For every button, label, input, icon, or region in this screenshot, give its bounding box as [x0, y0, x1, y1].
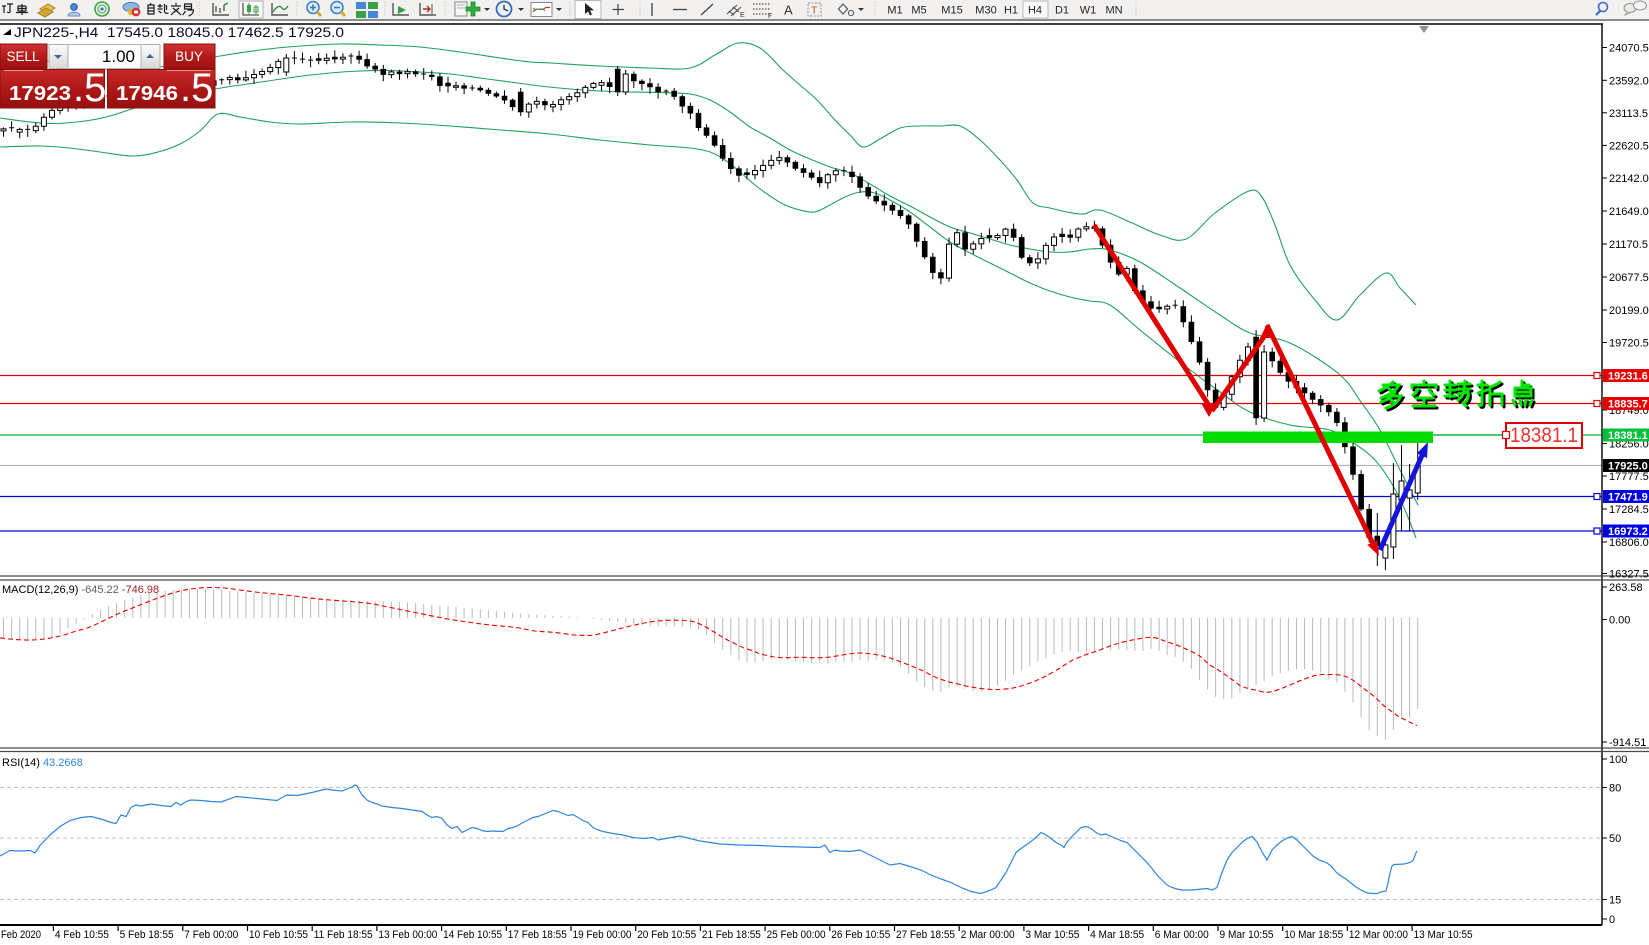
- svg-text:23592.0: 23592.0: [1609, 75, 1649, 87]
- svg-text:A: A: [784, 3, 793, 18]
- svg-text:17946: 17946: [116, 83, 178, 105]
- svg-text:MACD(12,26,9) -645.22 -746.98: MACD(12,26,9) -645.22 -746.98: [2, 584, 159, 596]
- svg-text:19231.6: 19231.6: [1608, 371, 1648, 383]
- svg-text:.5: .5: [180, 66, 213, 110]
- svg-text:24070.5: 24070.5: [1609, 43, 1649, 55]
- svg-text:12 Mar 00:00: 12 Mar 00:00: [1349, 929, 1408, 941]
- svg-text:F: F: [768, 13, 772, 20]
- svg-text:E: E: [740, 12, 745, 19]
- svg-text:T: T: [811, 5, 818, 17]
- svg-text:21170.5: 21170.5: [1609, 239, 1648, 251]
- svg-text:SELL: SELL: [6, 49, 40, 64]
- svg-text:20677.5: 20677.5: [1609, 272, 1649, 284]
- svg-text:D1: D1: [1055, 5, 1069, 17]
- svg-text:M5: M5: [911, 5, 926, 17]
- svg-text:13 Mar 10:55: 13 Mar 10:55: [1414, 929, 1473, 941]
- svg-text:6 Mar 00:00: 6 Mar 00:00: [1155, 929, 1209, 941]
- svg-text:5 Feb 18:55: 5 Feb 18:55: [120, 929, 174, 941]
- svg-text:M1: M1: [887, 5, 902, 17]
- svg-text:0: 0: [1609, 914, 1615, 926]
- svg-text:17923: 17923: [9, 83, 71, 105]
- svg-text:15: 15: [1609, 895, 1621, 907]
- svg-text:263.58: 263.58: [1609, 582, 1643, 594]
- svg-text:17 Feb 18:55: 17 Feb 18:55: [508, 929, 567, 941]
- svg-text:50: 50: [1609, 833, 1621, 845]
- svg-text:H1: H1: [1004, 5, 1018, 17]
- svg-text:RSI(14) 43.2668: RSI(14) 43.2668: [2, 757, 83, 769]
- svg-text:16973.2: 16973.2: [1608, 526, 1648, 538]
- svg-text:W1: W1: [1080, 5, 1097, 17]
- svg-text:19720.5: 19720.5: [1609, 338, 1649, 350]
- svg-text:23113.5: 23113.5: [1609, 108, 1648, 120]
- svg-text:22142.0: 22142.0: [1609, 173, 1649, 185]
- svg-text:Feb 2020: Feb 2020: [1, 929, 41, 941]
- svg-text:100: 100: [1609, 754, 1627, 766]
- svg-text:17284.5: 17284.5: [1609, 504, 1649, 516]
- svg-text:.5: .5: [73, 66, 106, 110]
- svg-text:18381.1: 18381.1: [1510, 424, 1578, 447]
- svg-text:18835.7: 18835.7: [1608, 399, 1648, 411]
- svg-text:22620.5: 22620.5: [1609, 140, 1649, 152]
- svg-text:7 Feb 00:00: 7 Feb 00:00: [184, 929, 238, 941]
- svg-text:JPN225-,H4 17545.0 18045.0 17: JPN225-,H4 17545.0 18045.0 17462.5 17925…: [14, 25, 344, 40]
- svg-text:20199.0: 20199.0: [1609, 305, 1649, 317]
- svg-text:MN: MN: [1105, 5, 1122, 17]
- svg-text:20 Feb 10:55: 20 Feb 10:55: [637, 929, 696, 941]
- svg-text:19 Feb 00:00: 19 Feb 00:00: [573, 929, 632, 941]
- svg-text:10 Mar 18:55: 10 Mar 18:55: [1284, 929, 1343, 941]
- svg-text:M30: M30: [975, 5, 996, 17]
- svg-text:17777.5: 17777.5: [1609, 471, 1649, 483]
- svg-text:80: 80: [1609, 783, 1621, 795]
- svg-text:27 Feb 18:55: 27 Feb 18:55: [896, 929, 955, 941]
- svg-text:16806.0: 16806.0: [1609, 537, 1649, 549]
- svg-text:21649.0: 21649.0: [1609, 206, 1649, 218]
- svg-text:-914.51: -914.51: [1609, 737, 1646, 749]
- svg-text:4 Mar 18:55: 4 Mar 18:55: [1090, 929, 1144, 941]
- svg-text:11 Feb 18:55: 11 Feb 18:55: [314, 929, 373, 941]
- svg-text:14 Feb 10:55: 14 Feb 10:55: [443, 929, 502, 941]
- svg-text:25 Feb 00:00: 25 Feb 00:00: [767, 929, 826, 941]
- svg-text:13 Feb 00:00: 13 Feb 00:00: [378, 929, 437, 941]
- svg-text:16327.5: 16327.5: [1609, 569, 1649, 581]
- svg-text:4 Feb 10:55: 4 Feb 10:55: [55, 929, 109, 941]
- svg-text:3 Mar 10:55: 3 Mar 10:55: [1025, 929, 1079, 941]
- svg-text:9 Mar 10:55: 9 Mar 10:55: [1220, 929, 1274, 941]
- svg-text:18381.1: 18381.1: [1608, 430, 1648, 442]
- svg-text:10 Feb 10:55: 10 Feb 10:55: [249, 929, 308, 941]
- svg-text:BUY: BUY: [175, 49, 203, 64]
- svg-text:M15: M15: [941, 5, 962, 17]
- svg-text:1.00: 1.00: [102, 47, 135, 66]
- svg-text:H4: H4: [1028, 5, 1042, 17]
- svg-text:17925.0: 17925.0: [1608, 461, 1648, 473]
- svg-text:17471.9: 17471.9: [1608, 492, 1648, 504]
- svg-text:2 Mar 00:00: 2 Mar 00:00: [961, 929, 1015, 941]
- svg-text:21 Feb 18:55: 21 Feb 18:55: [702, 929, 761, 941]
- svg-text:0.00: 0.00: [1609, 615, 1630, 627]
- svg-text:26 Feb 10:55: 26 Feb 10:55: [831, 929, 890, 941]
